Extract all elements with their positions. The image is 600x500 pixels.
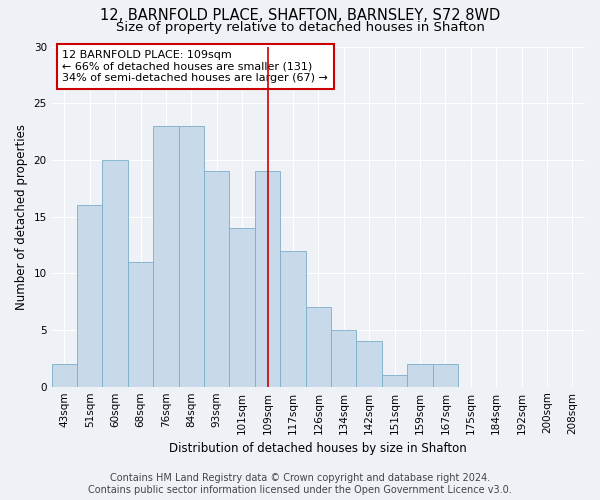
X-axis label: Distribution of detached houses by size in Shafton: Distribution of detached houses by size … — [169, 442, 467, 455]
Text: 12 BARNFOLD PLACE: 109sqm
← 66% of detached houses are smaller (131)
34% of semi: 12 BARNFOLD PLACE: 109sqm ← 66% of detac… — [62, 50, 328, 83]
Bar — [280, 250, 305, 386]
Bar — [407, 364, 433, 386]
Text: Size of property relative to detached houses in Shafton: Size of property relative to detached ho… — [116, 22, 484, 35]
Text: Contains HM Land Registry data © Crown copyright and database right 2024.
Contai: Contains HM Land Registry data © Crown c… — [88, 474, 512, 495]
Bar — [52, 364, 77, 386]
Bar — [128, 262, 153, 386]
Bar — [331, 330, 356, 386]
Bar — [204, 171, 229, 386]
Bar — [229, 228, 255, 386]
Text: 12, BARNFOLD PLACE, SHAFTON, BARNSLEY, S72 8WD: 12, BARNFOLD PLACE, SHAFTON, BARNSLEY, S… — [100, 8, 500, 22]
Bar — [103, 160, 128, 386]
Bar — [179, 126, 204, 386]
Bar — [433, 364, 458, 386]
Bar — [255, 171, 280, 386]
Y-axis label: Number of detached properties: Number of detached properties — [15, 124, 28, 310]
Bar — [77, 206, 103, 386]
Bar — [305, 308, 331, 386]
Bar — [356, 342, 382, 386]
Bar — [382, 376, 407, 386]
Bar — [153, 126, 179, 386]
